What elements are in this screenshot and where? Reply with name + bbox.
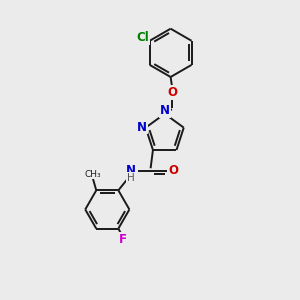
Text: F: F xyxy=(119,233,127,246)
Text: O: O xyxy=(168,164,178,177)
Text: H: H xyxy=(127,173,135,183)
Text: N: N xyxy=(160,104,170,117)
Text: Cl: Cl xyxy=(136,31,149,44)
Text: CH₃: CH₃ xyxy=(84,170,101,179)
Text: N: N xyxy=(137,121,147,134)
Text: O: O xyxy=(167,86,177,99)
Text: N: N xyxy=(126,164,136,176)
